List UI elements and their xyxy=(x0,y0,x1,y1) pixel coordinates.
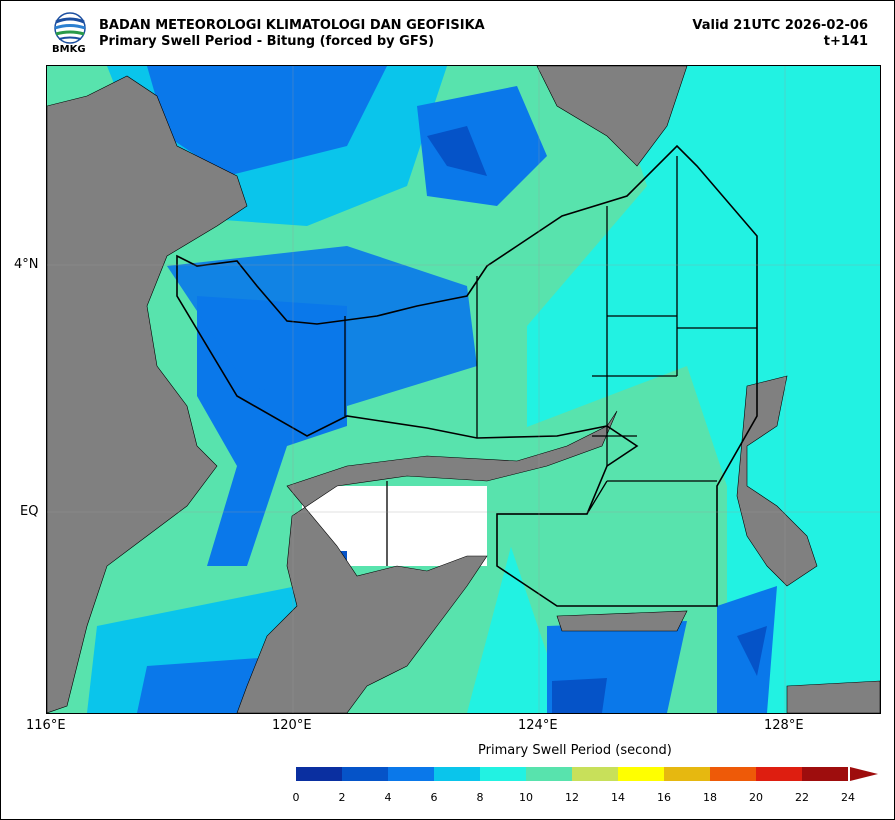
x-tick-124: 124°E xyxy=(518,718,558,733)
colorbar-swatch xyxy=(710,767,756,781)
colorbar-label: 18 xyxy=(703,791,717,804)
ocean-period-2-4-north xyxy=(427,126,487,176)
colorbar-swatch xyxy=(296,767,342,781)
mindanao-land xyxy=(536,66,688,167)
bmkg-logo-icon xyxy=(54,12,86,44)
x-tick-120: 120°E xyxy=(272,718,312,733)
colorbar-label: 10 xyxy=(519,791,533,804)
ocean-period-2-4-east xyxy=(737,626,767,676)
colorbar-label: 16 xyxy=(657,791,671,804)
ocean-period-4-6-north xyxy=(147,66,387,176)
model-domain-outline xyxy=(176,144,758,607)
colorbar-label: 24 xyxy=(841,791,855,804)
y-tick-4n: 4°N xyxy=(14,257,39,272)
subdomain-lines xyxy=(344,156,757,566)
colorbar-swatch xyxy=(756,767,802,781)
seram-land xyxy=(786,680,880,713)
ocean-period-4-6-central xyxy=(167,246,477,406)
sulawesi-land xyxy=(236,410,618,713)
colorbar-label: 6 xyxy=(430,791,438,804)
colorbar-swatch xyxy=(480,767,526,781)
colorbar-swatch xyxy=(572,767,618,781)
colorbar-label: 20 xyxy=(749,791,763,804)
valid-time: Valid 21UTC 2026-02-06 t+141 xyxy=(692,18,868,50)
title-agency: BADAN METEOROLOGI KLIMATOLOGI DAN GEOFIS… xyxy=(99,18,485,33)
halmahera-land xyxy=(736,375,818,587)
colorbar-swatch xyxy=(664,767,710,781)
y-tick-eq: EQ xyxy=(20,504,39,519)
colorbar-label: 8 xyxy=(476,791,484,804)
colorbar-label: 14 xyxy=(611,791,625,804)
colorbar-swatch xyxy=(526,767,572,781)
map-canvas xyxy=(47,66,880,713)
page-title: BADAN METEOROLOGI KLIMATOLOGI DAN GEOFIS… xyxy=(99,18,485,50)
logo-text: BMKG xyxy=(52,44,86,55)
nodata-tomini-bay xyxy=(302,486,487,566)
colorbar-swatch xyxy=(342,767,388,781)
x-tick-128: 128°E xyxy=(764,718,804,733)
colorbar xyxy=(296,767,848,781)
colorbar-swatch xyxy=(618,767,664,781)
ocean-period-4-6-northeast xyxy=(417,86,547,206)
title-product: Primary Swell Period - Bitung (forced by… xyxy=(99,34,435,49)
valid-date: Valid 21UTC 2026-02-06 xyxy=(692,18,868,33)
colorbar-swatch xyxy=(802,767,848,781)
forecast-lead: t+141 xyxy=(823,34,868,49)
sula-islands-land xyxy=(556,610,688,632)
ocean-period-2-4-south xyxy=(552,678,607,713)
colorbar-label: 4 xyxy=(384,791,392,804)
graticule xyxy=(47,66,880,713)
colorbar-extend-arrow xyxy=(850,767,878,781)
colorbar-label: 2 xyxy=(338,791,346,804)
borneo-land xyxy=(47,75,248,713)
colorbar-swatch xyxy=(434,767,480,781)
colorbar-label: 22 xyxy=(795,791,809,804)
x-tick-116: 116°E xyxy=(26,718,66,733)
colorbar-title: Primary Swell Period (second) xyxy=(478,743,672,758)
map-panel[interactable] xyxy=(46,65,881,714)
colorbar-swatch xyxy=(388,767,434,781)
colorbar-label: 0 xyxy=(292,791,300,804)
colorbar-label: 12 xyxy=(565,791,579,804)
